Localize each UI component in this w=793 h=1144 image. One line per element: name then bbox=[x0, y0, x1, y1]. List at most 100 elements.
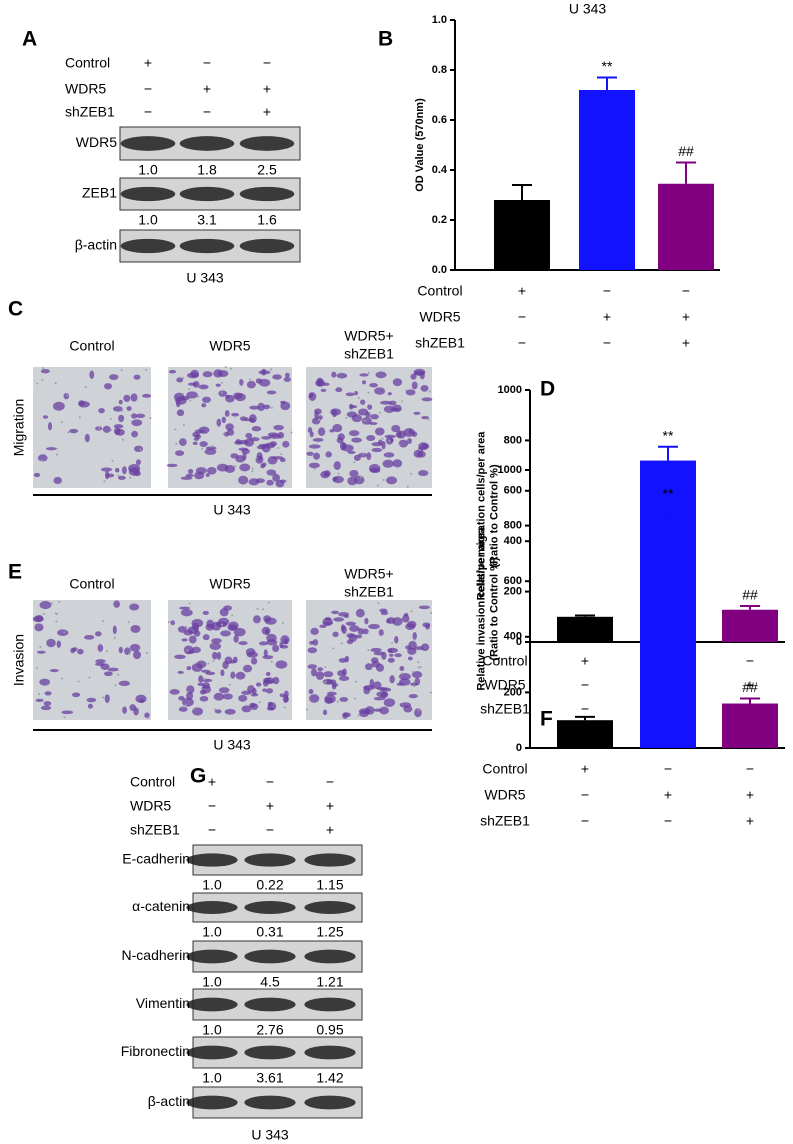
band bbox=[239, 136, 295, 151]
condition-sign: + bbox=[746, 813, 754, 829]
bar bbox=[722, 703, 778, 748]
band bbox=[179, 136, 235, 151]
cell bbox=[94, 631, 102, 637]
cell bbox=[331, 682, 339, 687]
cell bbox=[394, 653, 402, 658]
cell bbox=[414, 708, 422, 718]
cell bbox=[121, 466, 127, 475]
cell bbox=[331, 371, 337, 378]
cell bbox=[421, 415, 430, 420]
pore bbox=[66, 394, 69, 397]
pore bbox=[111, 459, 114, 462]
condition-name: Control bbox=[130, 774, 175, 790]
band bbox=[244, 997, 296, 1012]
cell bbox=[378, 629, 384, 636]
pore bbox=[203, 677, 206, 680]
cell bbox=[317, 427, 326, 436]
pore bbox=[77, 680, 80, 683]
significance: ## bbox=[678, 143, 694, 159]
pore bbox=[376, 484, 379, 487]
cell bbox=[272, 644, 280, 653]
cell bbox=[46, 638, 56, 648]
y-tick-label: 600 bbox=[504, 485, 522, 497]
cell bbox=[405, 389, 416, 396]
cell bbox=[375, 371, 387, 379]
cell bbox=[373, 681, 382, 690]
condition-name: Control bbox=[482, 761, 527, 777]
cell bbox=[376, 691, 389, 698]
condition-sign: − bbox=[263, 55, 271, 71]
quantification: 1.0 bbox=[138, 162, 158, 178]
cell bbox=[245, 648, 256, 656]
significance: ** bbox=[663, 427, 674, 443]
panel-label: F bbox=[540, 708, 553, 731]
pore bbox=[40, 459, 43, 462]
pore bbox=[410, 610, 413, 613]
cell bbox=[258, 641, 268, 646]
cell bbox=[271, 456, 284, 460]
cell bbox=[242, 452, 247, 461]
cell bbox=[135, 413, 146, 419]
cell bbox=[34, 623, 44, 632]
condition-sign: + bbox=[746, 677, 754, 693]
cell bbox=[44, 691, 52, 696]
pore bbox=[121, 438, 124, 441]
pore bbox=[413, 681, 416, 684]
band bbox=[120, 238, 176, 254]
pore bbox=[120, 369, 123, 372]
cell bbox=[224, 464, 236, 473]
cell bbox=[379, 687, 392, 692]
cell bbox=[322, 709, 328, 716]
condition-name: WDR5 bbox=[484, 787, 525, 803]
pore bbox=[88, 676, 91, 679]
cell bbox=[174, 654, 186, 660]
cell bbox=[104, 470, 110, 480]
pore bbox=[428, 390, 431, 393]
significance: ** bbox=[602, 58, 613, 74]
cell bbox=[142, 393, 152, 398]
pore bbox=[256, 607, 259, 610]
cell bbox=[170, 620, 175, 626]
cell bbox=[399, 678, 411, 686]
cell bbox=[129, 603, 140, 611]
cell bbox=[410, 373, 417, 380]
y-tick-label: 0 bbox=[516, 636, 522, 648]
cell bbox=[205, 473, 210, 477]
cell bbox=[133, 650, 142, 660]
cell bbox=[265, 628, 270, 636]
pore bbox=[324, 665, 327, 668]
cell bbox=[169, 689, 180, 695]
pore bbox=[213, 708, 216, 711]
cell bbox=[239, 378, 244, 386]
cell bbox=[383, 405, 395, 413]
cell bbox=[216, 418, 222, 427]
pore bbox=[367, 391, 370, 394]
cell bbox=[313, 452, 320, 460]
cell bbox=[235, 671, 246, 680]
cell bbox=[418, 470, 429, 477]
condition-sign: + bbox=[263, 81, 271, 97]
bar bbox=[658, 183, 714, 270]
cell bbox=[366, 452, 372, 461]
cell bbox=[408, 694, 418, 699]
cell bbox=[220, 630, 231, 637]
group-label: WDR5+ bbox=[344, 328, 393, 344]
cell bbox=[359, 710, 369, 718]
cell bbox=[233, 634, 239, 643]
blot-name: E-cadherin bbox=[122, 851, 190, 867]
cell bbox=[307, 647, 318, 654]
condition-sign: − bbox=[603, 335, 611, 351]
blot-name: β-actin bbox=[148, 1093, 190, 1109]
pore bbox=[398, 443, 401, 446]
cell bbox=[192, 707, 204, 716]
pore bbox=[388, 439, 391, 442]
cell bbox=[310, 668, 317, 677]
pore bbox=[117, 673, 120, 676]
cell bbox=[273, 424, 284, 431]
cell-line: U 343 bbox=[213, 502, 251, 518]
cell bbox=[215, 383, 221, 387]
y-axis-label: Relative invasion cells/per area bbox=[475, 526, 487, 690]
cell bbox=[392, 378, 403, 387]
cell bbox=[206, 619, 214, 629]
row-label: Invasion bbox=[11, 634, 27, 686]
